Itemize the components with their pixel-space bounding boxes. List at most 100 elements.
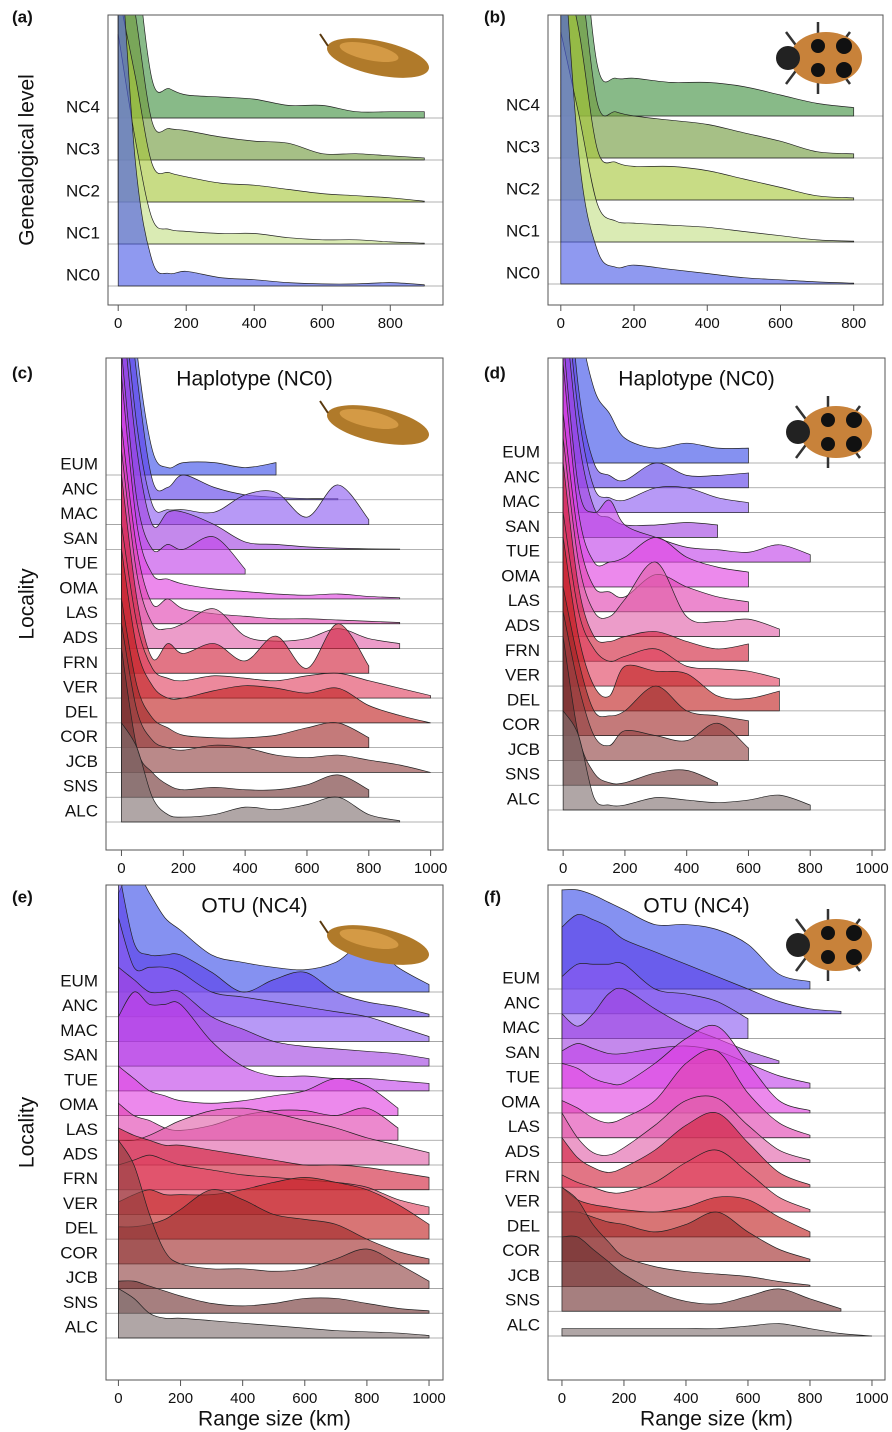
plot-frame	[547, 884, 886, 1381]
y-axis-label: Genealogical level	[16, 74, 39, 246]
ridge-area	[562, 358, 749, 464]
x-tick-label: 1000	[412, 1390, 445, 1407]
ridge-label: TUE	[506, 542, 540, 561]
beetle-icon	[776, 22, 862, 94]
ridge-label: JCB	[508, 1266, 540, 1285]
panel-title: OTU (NC4)	[201, 895, 307, 918]
x-tick-label: 600	[736, 860, 761, 877]
ridge-area	[560, 15, 855, 117]
ridge-label: TUE	[64, 1070, 98, 1089]
ridge-area	[121, 721, 401, 823]
ridge-label: DEL	[507, 1216, 540, 1235]
ridge-label: COR	[502, 1241, 540, 1260]
ridge-label: VER	[63, 678, 98, 697]
ridge-area	[562, 709, 811, 811]
panel-letter: (d)	[484, 363, 506, 382]
beetle-icon	[786, 396, 872, 468]
x-axis-label: Range size (km)	[640, 1408, 793, 1431]
x-tick-label: 600	[294, 860, 319, 877]
ridge-label: NC3	[506, 137, 540, 156]
x-axis-label: Range size (km)	[198, 1408, 351, 1431]
ridge-label: ADS	[63, 628, 98, 647]
ridge-label: VER	[63, 1194, 98, 1213]
x-tick-label: 800	[798, 860, 823, 877]
ridge-area	[121, 358, 370, 525]
x-tick-label: 600	[768, 315, 793, 332]
ridge-label: ADS	[505, 1142, 540, 1161]
plot-frame	[105, 357, 444, 851]
plot-frame	[105, 884, 444, 1381]
x-tick-label: 200	[612, 860, 637, 877]
ridge-area	[121, 623, 431, 773]
icons	[319, 22, 872, 981]
x-tick-label: 800	[797, 1390, 822, 1407]
slug-icon	[319, 920, 429, 965]
ridge-label: FRN	[63, 653, 98, 672]
plot-frame	[547, 14, 884, 306]
ridge-label: SNS	[63, 777, 98, 796]
x-tick-label: 800	[378, 315, 403, 332]
panel: EUM ANC MAC SAN TUE OMA LAS ADS FRN VER DEL COR JCB S…	[484, 357, 889, 877]
ridge-label: NC4	[506, 95, 540, 114]
panel-title: Haplotype (NC0)	[618, 368, 774, 391]
slug-icon	[319, 400, 429, 445]
x-tick-label: 600	[310, 315, 335, 332]
ridge-label: ALC	[507, 1315, 540, 1334]
ridge-label: ALC	[65, 1317, 98, 1336]
plot-area	[548, 889, 885, 1337]
ridge-label: EUM	[60, 971, 98, 990]
ridge-label: ANC	[504, 993, 540, 1012]
x-tick-label: 0	[558, 1390, 566, 1407]
slug-icon	[319, 33, 429, 78]
panel-letter: (e)	[12, 887, 33, 906]
ridge-label: NC2	[66, 181, 100, 200]
ridge-area	[561, 1112, 811, 1188]
ridge-label: ANC	[62, 996, 98, 1015]
ridge-area	[121, 474, 370, 674]
x-tick-label: 800	[356, 860, 381, 877]
x-tick-label: 200	[611, 1390, 636, 1407]
x-tick-label: 0	[559, 860, 567, 877]
x-tick-label: 1000	[855, 860, 888, 877]
ridge-label: OMA	[501, 1092, 540, 1111]
ridge-area	[118, 991, 430, 1092]
ridge-label: ADS	[505, 616, 540, 635]
ridge-area	[121, 375, 401, 600]
ridge-area	[560, 15, 855, 159]
ridge-label: MAC	[502, 492, 540, 511]
ridge-label: VER	[505, 1192, 540, 1211]
panel-title: Haplotype (NC0)	[176, 368, 332, 391]
panel: EUM ANC MAC SAN TUE OMA LAS ADS FRN VER DEL COR JCB S…	[484, 884, 889, 1431]
ridge-area	[117, 15, 425, 161]
panel-letter: (a)	[12, 7, 33, 26]
ridge-label: NC1	[506, 221, 540, 240]
x-tick-label: 1000	[855, 1390, 888, 1407]
ridge-label: NC4	[66, 97, 100, 116]
ridge-label: SNS	[505, 765, 540, 784]
ridge-label: OMA	[59, 1095, 98, 1114]
ridge-label: JCB	[66, 752, 98, 771]
y-axis-label: Locality	[16, 568, 39, 640]
panel: EUM ANC MAC SAN TUE OMA LAS ADS FRN VER DEL COR JCB S…	[12, 884, 446, 1431]
ridge-label: MAC	[60, 504, 98, 523]
ridge-label: MAC	[60, 1021, 98, 1040]
ridge-label: NC1	[66, 223, 100, 242]
ridge-label: EUM	[502, 442, 540, 461]
ridge-area	[561, 1186, 811, 1287]
panel-title: OTU (NC4)	[643, 895, 749, 918]
ridge-label: LAS	[508, 1117, 540, 1136]
x-tick-label: 0	[117, 860, 125, 877]
ridge-label: LAS	[508, 591, 540, 610]
panel: NC4 NC3 NC2 NC1 NC0 0 200 400 600 800 (b)	[484, 7, 884, 332]
x-tick-label: 0	[114, 315, 122, 332]
ridge-area	[121, 358, 401, 550]
panel-letter: (c)	[12, 363, 33, 382]
plot-frame	[547, 357, 886, 851]
panels: NC4 NC3 NC2 NC1 NC0 0 200 400 600 800 (a) Genealogi…	[12, 7, 889, 1431]
y-axis-label: Locality	[16, 1096, 39, 1168]
ridge-label: ALC	[65, 801, 98, 820]
ridge-label: DEL	[65, 1219, 98, 1238]
ridge-label: FRN	[505, 1167, 540, 1186]
panel-letter: (f)	[484, 887, 501, 906]
